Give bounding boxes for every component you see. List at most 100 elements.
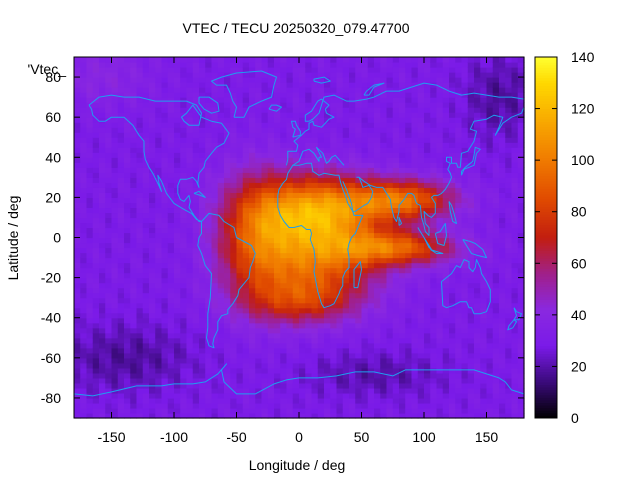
heat-cell [311,302,319,309]
heat-cell [336,247,344,254]
heat-cell [324,272,331,279]
heat-cell [380,332,388,339]
heat-cell [199,267,206,274]
heat-cell [461,337,469,344]
heat-cell [442,387,450,394]
heat-cell [449,397,456,404]
heat-cell [149,162,156,168]
heat-cell [211,72,219,78]
heat-cell [242,312,250,319]
heat-cell [324,267,331,274]
heat-cell [292,302,300,309]
heat-cell [399,392,406,399]
heat-cell [142,272,150,279]
heat-cell [317,222,325,229]
heat-cell [230,97,238,103]
heat-cell [411,372,419,379]
heat-cell [280,62,288,68]
heat-cell [167,132,175,138]
heat-cell [74,62,81,68]
heat-cell [292,312,300,319]
heat-cell [280,347,288,354]
heat-cell [430,317,438,324]
heat-cell [205,112,213,118]
heat-cell [224,177,231,183]
heat-cell [305,377,313,384]
heat-cell [124,352,131,359]
heat-cell [149,137,156,143]
heat-cell [242,267,250,274]
heat-cell [217,347,225,354]
heat-cell [205,177,213,183]
heat-cell [249,257,256,264]
heat-cell [205,322,213,329]
heat-cell [130,137,138,143]
heat-cell [174,397,181,404]
heat-cell [155,287,163,294]
heat-cell [417,397,425,404]
heat-cell [242,97,250,103]
heat-cell [499,397,506,404]
heat-cell [349,257,356,264]
heat-cell [374,222,381,229]
heat-cell [374,217,381,224]
heat-cell [111,112,119,118]
heat-cell [480,382,488,389]
heat-cell [255,122,263,128]
heat-cell [199,107,206,113]
heat-cell [167,412,175,419]
heat-cell [261,362,269,369]
heat-cell [499,412,506,419]
heat-cell [474,57,481,63]
heat-cell [392,127,400,133]
heat-cell [424,382,431,389]
heat-cell [186,92,194,98]
heat-cell [261,307,269,314]
heat-cell [217,187,225,193]
heat-cell [155,327,163,334]
heat-cell [292,232,300,239]
heat-cell [499,57,506,63]
heat-cell [211,387,219,394]
heat-cell [205,127,213,133]
heat-cell [117,362,125,369]
heat-cell [186,62,194,68]
heat-cell [449,317,456,324]
heat-cell [330,67,338,73]
heat-cell [105,177,113,183]
heat-cell [424,412,431,419]
heat-cell [449,242,456,249]
heat-cell [205,387,213,394]
heat-cell [274,222,281,229]
heat-cell [267,197,275,203]
heat-cell [161,172,169,178]
heat-cell [317,147,325,153]
heat-cell [267,407,275,414]
heat-cell [405,117,413,123]
heat-cell [355,357,363,364]
heat-cell [224,232,231,239]
heat-cell [436,367,444,374]
heat-cell [161,387,169,394]
heat-cell [355,127,363,133]
heat-cell [224,272,231,279]
heat-cell [149,357,156,364]
heat-cell [455,327,463,334]
heat-cell [217,372,225,379]
heat-cell [242,167,250,173]
heat-cell [486,157,494,163]
heat-cell [211,102,219,108]
heat-cell [492,352,500,359]
heat-cell [324,302,331,309]
heat-cell [280,92,288,98]
heat-cell [505,372,513,379]
heat-cell [424,97,431,103]
heat-cell [380,92,388,98]
heat-cell [149,312,156,319]
heat-cell [261,342,269,349]
heat-cell [486,172,494,178]
heat-cell [367,97,375,103]
heat-cell [467,152,475,158]
heat-cell [480,197,488,203]
